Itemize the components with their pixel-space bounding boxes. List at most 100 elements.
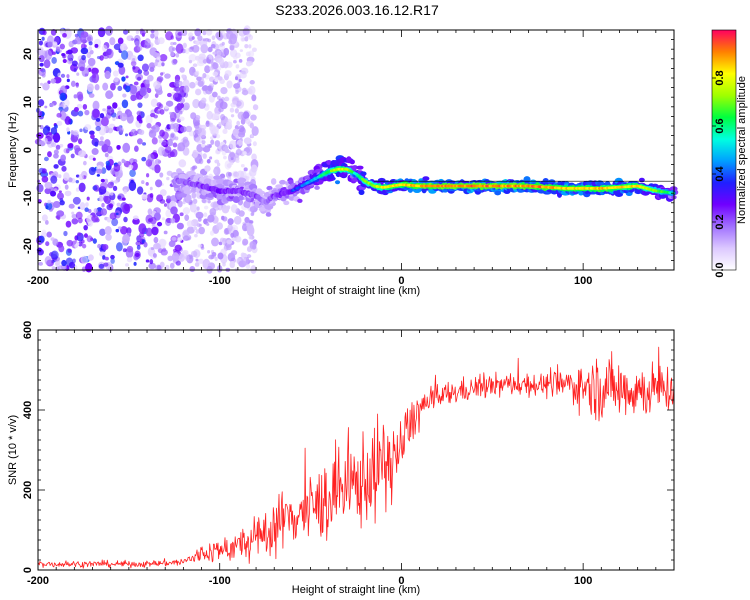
noise-blob xyxy=(248,50,255,58)
noise-blob xyxy=(66,49,73,55)
noise-blob xyxy=(89,130,95,136)
noise-blob xyxy=(118,65,126,75)
noise-blob xyxy=(170,217,176,224)
noise-blob xyxy=(157,146,165,156)
noise-blob xyxy=(248,235,253,240)
noise-blob xyxy=(72,258,76,264)
noise-blob xyxy=(182,200,186,205)
noise-blob xyxy=(167,138,174,147)
noise-blob xyxy=(102,255,106,260)
noise-blob xyxy=(65,220,72,228)
noise-blob xyxy=(155,179,163,188)
snr-x-tick-label: 0 xyxy=(398,575,404,587)
noise-blob xyxy=(104,256,109,261)
noise-blob xyxy=(50,78,56,84)
ridge-halo xyxy=(266,185,273,191)
noise-blob xyxy=(175,53,180,58)
noise-blob xyxy=(185,125,193,133)
noise-blob xyxy=(205,120,210,125)
noise-blob xyxy=(248,168,257,177)
noise-blob xyxy=(178,253,185,262)
noise-blob xyxy=(229,45,235,51)
noise-blob xyxy=(87,57,96,67)
noise-blob xyxy=(70,80,76,87)
snr-x-tick-label: 100 xyxy=(574,575,592,587)
noise-blob xyxy=(192,98,200,109)
ridge-halo xyxy=(275,184,283,189)
noise-blob xyxy=(75,83,79,88)
noise-blob xyxy=(218,57,224,66)
noise-blob xyxy=(98,263,105,269)
noise-blob xyxy=(189,202,197,213)
noise-blob xyxy=(87,36,92,42)
noise-blob xyxy=(88,41,93,46)
noise-blob xyxy=(73,107,79,112)
noise-blob xyxy=(153,243,161,250)
noise-blob xyxy=(151,224,155,227)
noise-blob xyxy=(58,244,65,253)
noise-blob xyxy=(205,87,213,95)
snr-series-line xyxy=(37,346,675,569)
noise-blob xyxy=(101,44,108,52)
noise-blob xyxy=(198,127,207,138)
noise-blob xyxy=(106,145,113,154)
noise-blob xyxy=(221,205,230,214)
noise-blob xyxy=(62,32,67,38)
noise-blob xyxy=(166,195,172,200)
noise-blob xyxy=(77,94,84,102)
noise-blob xyxy=(143,241,148,248)
noise-blob xyxy=(94,84,100,91)
noise-blob xyxy=(152,253,157,258)
noise-blob xyxy=(79,66,85,72)
noise-blob xyxy=(206,110,214,120)
noise-blob xyxy=(115,242,123,252)
noise-blob xyxy=(146,123,152,129)
noise-blob xyxy=(209,156,213,160)
noise-blob xyxy=(103,262,109,267)
noise-blob xyxy=(44,256,52,266)
noise-blob xyxy=(192,198,198,205)
noise-blob xyxy=(176,103,183,111)
noise-blob xyxy=(47,199,52,204)
noise-blob xyxy=(175,43,184,54)
noise-blob xyxy=(195,258,199,262)
noise-blob xyxy=(193,226,198,231)
ridge-halo xyxy=(232,196,241,203)
noise-blob xyxy=(57,265,63,271)
noise-blob xyxy=(195,70,200,76)
noise-blob xyxy=(217,76,223,81)
noise-blob xyxy=(113,43,122,51)
noise-blob xyxy=(167,255,174,262)
noise-blob xyxy=(238,58,243,63)
noise-blob xyxy=(38,40,43,46)
noise-blob xyxy=(67,143,74,149)
noise-blob xyxy=(232,100,238,105)
noise-blob xyxy=(49,102,54,108)
ridge-halo xyxy=(494,190,502,196)
noise-blob xyxy=(126,257,133,263)
noise-blob xyxy=(151,226,159,236)
noise-blob xyxy=(155,110,161,115)
noise-blob xyxy=(60,73,66,78)
noise-blob xyxy=(147,153,155,162)
noise-blob xyxy=(117,37,124,45)
noise-blob xyxy=(165,264,170,271)
noise-blob xyxy=(71,211,75,215)
noise-blob xyxy=(182,207,191,215)
noise-blob xyxy=(59,143,64,148)
noise-blob xyxy=(251,126,259,137)
noise-blob xyxy=(212,126,220,133)
noise-blob xyxy=(229,161,234,166)
colorbar-label: Normalized spectral amplitude xyxy=(736,76,748,224)
noise-blob xyxy=(99,55,104,61)
noise-blob xyxy=(234,76,239,81)
ridge-halo xyxy=(237,177,247,184)
noise-blob xyxy=(47,41,53,48)
noise-blob xyxy=(41,214,48,222)
noise-blob xyxy=(61,259,67,267)
noise-blob xyxy=(143,70,150,76)
noise-blob xyxy=(217,252,224,260)
noise-blob xyxy=(75,211,83,220)
noise-blob xyxy=(79,202,86,210)
noise-blob xyxy=(92,185,98,191)
